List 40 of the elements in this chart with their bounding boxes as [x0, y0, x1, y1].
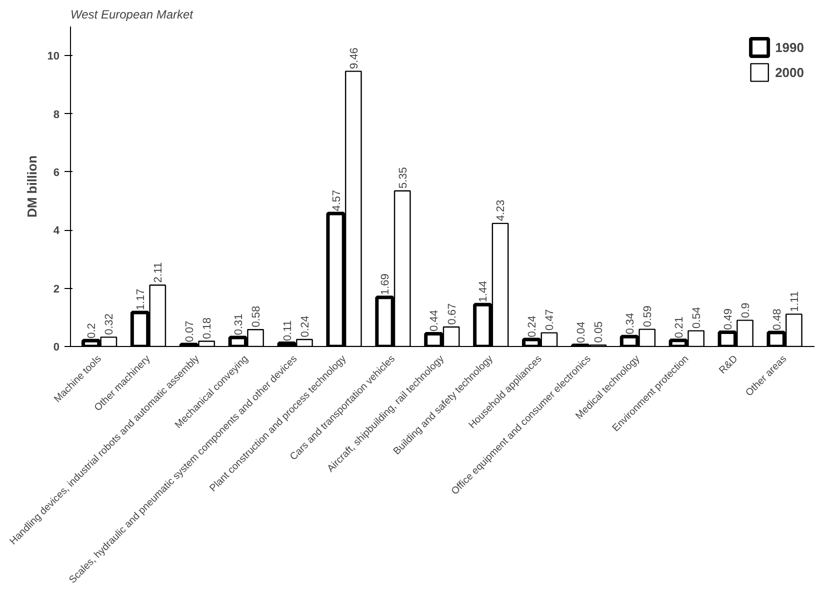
data-label: 0.47	[544, 309, 556, 330]
data-label: 0.9	[740, 302, 752, 318]
data-label: 0.58	[250, 306, 263, 328]
data-label: 0.32	[104, 313, 116, 335]
data-label: 1.11	[788, 291, 801, 312]
data-label: 0.18	[202, 318, 214, 339]
data-label: 5.35	[397, 167, 410, 189]
data-label: 0.05	[593, 321, 606, 343]
data-label: 0.04	[576, 322, 588, 344]
data-label: 0.07	[184, 320, 196, 342]
data-label: 0.24	[526, 316, 539, 338]
data-label: 9.46	[348, 48, 360, 69]
data-label: 0.21	[673, 316, 686, 338]
data-label: 0.11	[282, 320, 294, 341]
data-label: 1.17	[135, 288, 148, 310]
y-tick-label: 2	[53, 283, 60, 296]
data-label: 0.2	[86, 323, 98, 338]
y-axis-title: DM billion	[24, 155, 40, 218]
data-label: 0.54	[691, 307, 704, 328]
data-label: 1.44	[478, 280, 490, 302]
data-label: 1.69	[380, 274, 392, 296]
y-tick-label: 6	[53, 166, 60, 179]
data-label: 0.24	[299, 316, 312, 338]
data-label: 0.49	[722, 308, 734, 330]
chart-title: West European Market	[70, 8, 194, 22]
data-label: 0.59	[642, 306, 654, 328]
data-label: 0.67	[446, 303, 458, 325]
data-label: 4.57	[330, 190, 343, 212]
legend-label: 2000	[775, 64, 804, 80]
y-tick-label: 10	[47, 50, 60, 63]
data-label: 0.44	[428, 310, 441, 332]
data-label: 2.11	[152, 262, 165, 283]
y-tick-label: 4	[53, 225, 60, 238]
legend-label: 1990	[775, 40, 804, 54]
data-label: 0.48	[771, 308, 784, 330]
y-tick-label: 8	[53, 108, 60, 121]
data-label: 0.31	[232, 314, 245, 336]
data-label: 0.34	[624, 312, 636, 334]
y-tick-label: 0	[53, 342, 60, 354]
data-label: 4.23	[495, 200, 508, 222]
